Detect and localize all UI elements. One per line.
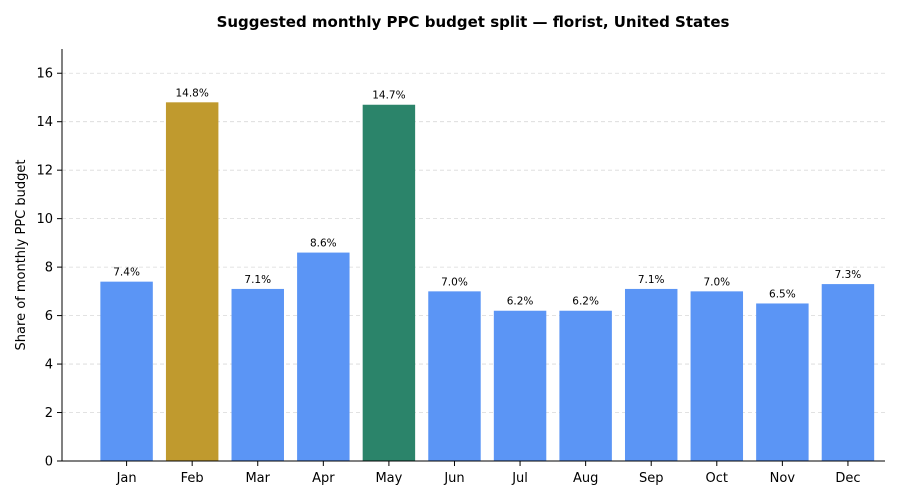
y-tick-label: 16 [36,67,53,82]
bar-aug [559,310,612,461]
data-label: 6.2% [572,296,599,308]
x-tick-label: Aug [573,471,598,486]
bar-mar [231,288,284,461]
x-tick-label: Apr [312,471,335,486]
y-tick-label: 14 [36,115,53,130]
bar-nov [756,303,809,461]
y-axis-label: Share of monthly PPC budget [14,160,29,351]
bar-dec [821,284,875,461]
x-tick-label: Sep [639,471,664,486]
x-tick-label: Feb [181,471,204,486]
data-label: 6.2% [507,296,534,308]
x-tick-label: Mar [245,471,270,486]
data-label: 7.0% [441,276,468,288]
data-label: 6.5% [769,288,796,300]
x-tick-label: Jun [443,471,464,486]
bar-feb [165,102,219,461]
bar-sep [624,288,678,461]
bar-jun [428,291,481,461]
data-label: 14.8% [175,87,208,99]
data-label: 7.1% [638,274,665,286]
data-labels: 7.4% 14.8% 7.1% 8.6% 14.7% 7.0% 6.2% 6.2% 7.1% 7.… [113,87,861,307]
y-tick-label: 8 [45,261,53,276]
data-label: 7.3% [835,269,862,281]
bar-jan [100,281,153,461]
x-tick-label: Nov [770,471,796,486]
bar-apr [297,252,350,461]
y-tick-label: 2 [45,406,53,421]
x-tick-label: Dec [835,471,860,486]
y-tick-label: 0 [45,455,53,470]
data-label: 7.1% [244,274,271,286]
x-tick-label: Jan [116,471,137,486]
bar-may [362,104,416,461]
bar-jul [493,310,547,461]
x-tick-label: Oct [706,471,728,486]
data-label: 14.7% [372,90,405,102]
chart-title: Suggested monthly PPC budget split — flo… [217,13,730,31]
y-tick-label: 6 [45,309,53,324]
data-label: 8.6% [310,238,337,250]
data-label: 7.0% [703,276,730,288]
x-tick-label: Jul [511,471,528,486]
y-tick-label: 10 [36,212,53,227]
axes: 0 2 4 6 8 10 12 14 16 Jan Feb Mar Apr May Jun Jul Aug Sep… [36,49,885,486]
y-tick-label: 12 [36,164,53,179]
bars [100,102,875,461]
data-label: 7.4% [113,267,140,279]
y-tick-label: 4 [45,358,53,373]
bar-oct [690,291,744,461]
x-tick-label: May [375,471,402,486]
